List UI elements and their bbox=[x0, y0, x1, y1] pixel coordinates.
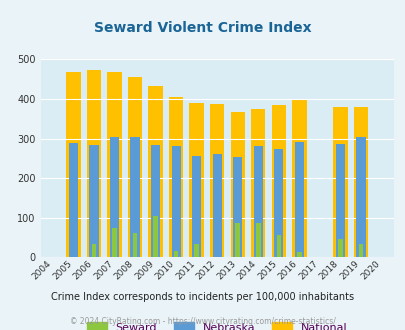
Bar bbox=[110, 137, 119, 257]
Bar bbox=[130, 137, 139, 257]
Bar bbox=[209, 104, 224, 257]
Bar bbox=[292, 100, 306, 257]
Bar bbox=[107, 73, 122, 257]
Bar bbox=[296, 252, 301, 257]
Bar bbox=[333, 107, 347, 257]
Bar bbox=[173, 251, 178, 257]
Bar bbox=[69, 143, 78, 257]
Legend: Seward, Nebraska, National: Seward, Nebraska, National bbox=[87, 322, 347, 330]
Bar bbox=[112, 228, 117, 257]
Bar bbox=[192, 156, 201, 257]
Bar bbox=[87, 70, 101, 257]
Bar bbox=[358, 244, 362, 257]
Bar bbox=[168, 97, 183, 257]
Text: Seward Violent Crime Index: Seward Violent Crime Index bbox=[94, 21, 311, 35]
Bar bbox=[128, 77, 142, 257]
Bar bbox=[171, 146, 180, 257]
Bar bbox=[356, 137, 364, 257]
Bar bbox=[148, 86, 162, 257]
Bar bbox=[132, 233, 137, 257]
Bar bbox=[92, 244, 96, 257]
Bar bbox=[294, 142, 303, 257]
Bar bbox=[271, 105, 285, 257]
Bar bbox=[189, 103, 203, 257]
Bar bbox=[276, 235, 280, 257]
Bar bbox=[212, 154, 221, 257]
Bar bbox=[89, 145, 98, 257]
Bar bbox=[66, 72, 81, 257]
Text: © 2024 CityRating.com - https://www.cityrating.com/crime-statistics/: © 2024 CityRating.com - https://www.city… bbox=[70, 317, 335, 326]
Bar bbox=[335, 144, 344, 257]
Bar bbox=[235, 222, 239, 257]
Bar bbox=[253, 146, 262, 257]
Bar bbox=[337, 239, 342, 257]
Bar bbox=[353, 107, 367, 257]
Bar bbox=[230, 112, 244, 257]
Bar bbox=[250, 109, 265, 257]
Bar bbox=[256, 222, 260, 257]
Bar bbox=[194, 244, 198, 257]
Bar bbox=[151, 145, 160, 257]
Bar bbox=[232, 157, 242, 257]
Text: Crime Index corresponds to incidents per 100,000 inhabitants: Crime Index corresponds to incidents per… bbox=[51, 292, 354, 302]
Bar bbox=[153, 216, 158, 257]
Bar bbox=[273, 148, 283, 257]
